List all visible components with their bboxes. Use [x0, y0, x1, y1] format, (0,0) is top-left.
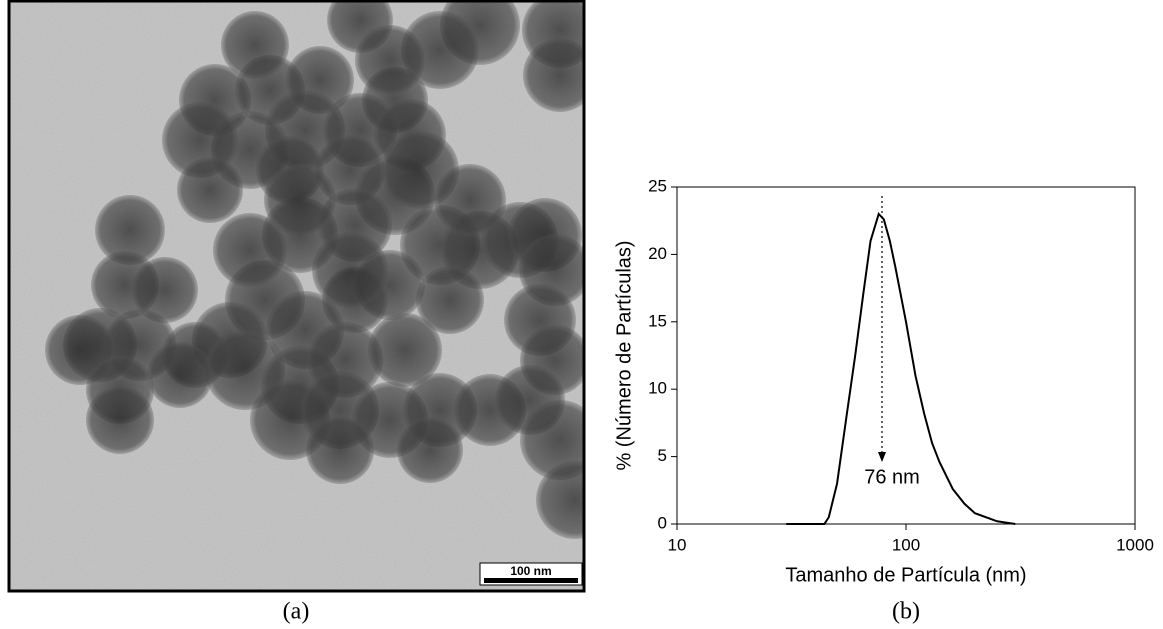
particle — [306, 416, 374, 484]
chart: 0 5 10 15 20 25 10 100 1000 Tamanho de Partícula … — [613, 176, 1154, 586]
particle — [368, 313, 442, 387]
particle — [86, 386, 154, 454]
x-axis-label: Tamanho de Partícula (nm) — [785, 564, 1026, 586]
particle — [520, 400, 583, 480]
particle — [132, 257, 198, 323]
x-tick-label: 100 — [892, 535, 920, 554]
data-line — [786, 212, 1016, 525]
particle — [213, 213, 287, 287]
particle — [355, 25, 425, 95]
tem-border — [7, 0, 586, 593]
particles — [45, 2, 583, 539]
caption: (a) — [283, 599, 310, 625]
annotation: 76 nm — [864, 466, 920, 488]
x-tick-label: 10 — [668, 535, 687, 554]
particle — [312, 232, 388, 308]
particle — [147, 342, 213, 408]
y-tick-label: 0 — [658, 513, 667, 532]
caption: (b) — [892, 599, 920, 625]
tem-image: 100 nm — [7, 0, 586, 593]
y-tick-label: 5 — [658, 446, 667, 465]
particle — [397, 417, 463, 483]
y-axis-label: % (Número de Partículas) — [613, 240, 635, 470]
scale-bar — [484, 578, 578, 583]
tem-field — [10, 2, 583, 590]
y-tick-label: 10 — [648, 379, 667, 398]
annotation-arrowhead — [878, 452, 886, 462]
y-tick-label: 15 — [648, 311, 667, 330]
particle — [95, 195, 165, 265]
scale-bar-label: 100 nm — [510, 564, 551, 578]
particle — [221, 11, 289, 79]
y-tick-label: 25 — [648, 176, 667, 195]
particle — [416, 266, 484, 334]
x-tick-label: 1000 — [1116, 535, 1154, 554]
particle — [523, 38, 583, 112]
particle — [434, 164, 506, 236]
particle — [177, 157, 243, 223]
particle — [536, 461, 583, 539]
particle — [264, 164, 336, 236]
y-tick-label: 20 — [648, 244, 667, 263]
